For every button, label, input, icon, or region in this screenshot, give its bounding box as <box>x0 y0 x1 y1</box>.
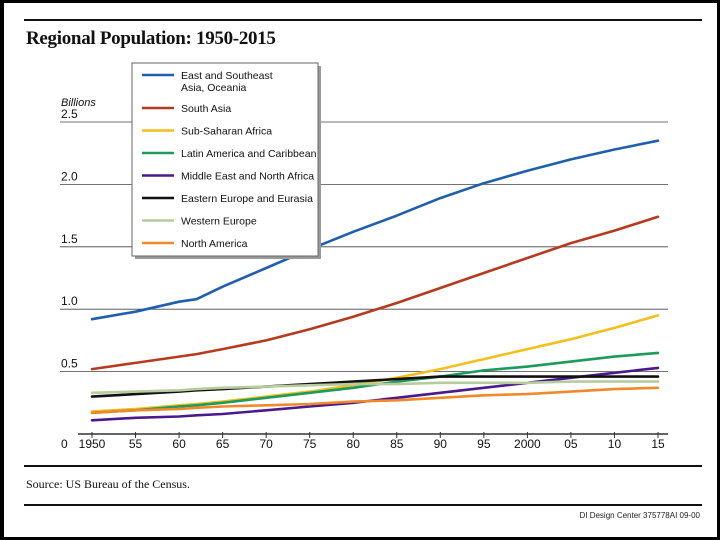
legend-label-7: North America <box>181 238 248 250</box>
y-axis-label: Billions <box>61 97 96 109</box>
x-tick-label: 60 <box>172 437 186 451</box>
legend-label-5: Eastern Europe and Eurasia <box>181 193 313 205</box>
x-tick-label: 90 <box>434 437 448 451</box>
x-tick-label: 70 <box>259 437 273 451</box>
x-tick-label: 80 <box>347 437 361 451</box>
x-tick-label: 55 <box>129 437 143 451</box>
slide-frame-right <box>717 0 720 540</box>
x-tick-label: 95 <box>477 437 491 451</box>
y-tick-label: 2.5 <box>61 107 78 121</box>
top-rule <box>24 19 702 21</box>
x-tick-label: 65 <box>216 437 230 451</box>
series-line-1 <box>90 215 660 371</box>
y-tick-label: 2.0 <box>61 169 78 183</box>
legend-box <box>131 62 319 257</box>
slide-frame-left <box>0 0 4 540</box>
legend-label-2: Sub-Saharan Africa <box>181 126 272 138</box>
y-tick-label: 0.5 <box>61 357 78 371</box>
series-line-5 <box>90 375 660 398</box>
x-tick-label: 15 <box>651 437 665 451</box>
y-tick-labels: 0.5 1.0 1.5 2.0 2.5 0 Billions <box>61 97 96 451</box>
x-tick-label: 05 <box>564 437 578 451</box>
credit-rule <box>24 504 702 506</box>
chart-title: Regional Population: 1950-2015 <box>26 28 276 49</box>
y-tick-label: 1.5 <box>61 232 78 246</box>
credit-note: DI Design Center 375778AI 09-00 <box>579 511 700 520</box>
series-line-0 <box>90 139 660 321</box>
series-line-3 <box>90 351 660 415</box>
legend-label-0: East and Southeast <box>181 70 273 82</box>
x-tick-labels: 1950 55 60 65 70 75 80 85 90 95 2000 05 10 15 <box>79 432 665 451</box>
legend-label-1: South Asia <box>181 103 231 115</box>
legend-label-4: Middle East and North Africa <box>181 171 314 183</box>
series-line-2 <box>90 314 660 413</box>
x-tick-label: 10 <box>608 437 622 451</box>
x-tick-label: 1950 <box>79 437 106 451</box>
series-line-7 <box>90 386 660 415</box>
source-rule-top <box>24 465 702 467</box>
x-tick-label: 75 <box>303 437 317 451</box>
source-note: Source: US Bureau of the Census. <box>26 477 190 491</box>
x-tick-label: 2000 <box>514 437 541 451</box>
legend-label-0: Asia, Oceania <box>181 82 247 94</box>
y-tick-label: 1.0 <box>61 294 78 308</box>
series-lines <box>90 139 660 422</box>
legend-label-6: Western Europe <box>181 216 257 228</box>
series-line-6 <box>90 380 660 395</box>
legend-label-3: Latin America and Caribbean <box>181 148 317 160</box>
slide-frame-bottom <box>0 537 720 540</box>
y-tick-label-zero: 0 <box>61 437 68 451</box>
slide-frame-top <box>0 0 720 3</box>
x-tick-label: 85 <box>390 437 404 451</box>
